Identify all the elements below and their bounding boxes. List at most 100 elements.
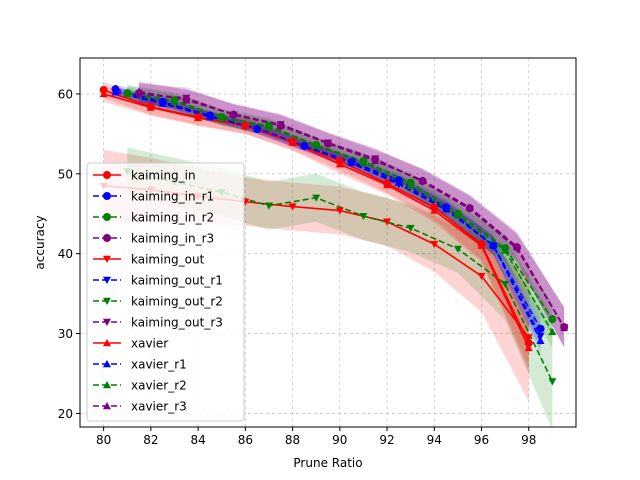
data-point-xavier-r2 [123, 89, 132, 98]
legend-label: kaiming_out_r2 [131, 295, 223, 309]
data-point-kaiming-out-r2 [501, 280, 510, 289]
data-point-xavier-r3 [512, 242, 521, 250]
legend-label: kaiming_in_r1 [131, 190, 214, 204]
x-tick-label: 94 [427, 433, 442, 447]
data-point-xavier-r1 [111, 88, 120, 96]
x-axis-label: Prune Ratio [293, 456, 362, 470]
series-line-xavier-r1 [115, 91, 542, 342]
legend-marker [103, 171, 111, 179]
legend-label: xavier_r3 [131, 400, 187, 414]
data-point-xavier-r2 [406, 181, 415, 189]
series-line-xavier [103, 93, 530, 349]
data-point-xavier [288, 138, 297, 146]
legend-item-xavier-r1: xavier_r1 [93, 358, 187, 372]
data-point-kaiming-out-r2 [548, 378, 557, 386]
data-point-xavier [241, 121, 250, 130]
data-point-xavier [335, 160, 344, 168]
x-tick-label: 96 [474, 433, 489, 447]
data-point-xavier-r1 [536, 336, 545, 344]
legend-marker [103, 297, 111, 305]
band-xavier-r1 [115, 87, 541, 353]
legend-marker [103, 213, 111, 221]
x-tick-label: 88 [285, 433, 300, 447]
legend-marker [103, 276, 111, 284]
legend-label: kaiming_in_r2 [131, 211, 214, 225]
legend-item-xavier: xavier [93, 337, 168, 351]
data-point-xavier-r2 [548, 327, 557, 336]
legend-marker [103, 234, 111, 242]
y-tick-label: 60 [58, 87, 73, 101]
data-point-kaiming-out-r2 [453, 245, 462, 253]
data-point-xavier-r3 [324, 139, 332, 147]
band-kaiming-in [103, 81, 529, 368]
data-point-kaiming-out [477, 272, 486, 281]
data-point-xavier-r2 [453, 211, 462, 219]
series-line-xavier-r2 [127, 93, 554, 333]
data-point-xavier [99, 89, 108, 98]
data-point-kaiming-out-r2 [264, 202, 273, 210]
legend-item-kaiming-in-r1: kaiming_in_r1 [93, 190, 214, 204]
x-tick-label: 90 [332, 433, 347, 447]
legend-label: xavier [131, 337, 168, 351]
y-tick-label: 30 [58, 327, 73, 341]
y-tick-label: 40 [58, 247, 73, 261]
data-point-kaiming-out [430, 240, 439, 249]
legend-item-kaiming-out-r2: kaiming_out_r2 [93, 295, 223, 309]
data-point-xavier [430, 206, 439, 214]
data-point-xavier [383, 180, 392, 189]
data-point-xavier-r2 [501, 246, 510, 254]
data-point-kaiming-in [524, 339, 533, 348]
legend-label: xavier_r1 [131, 358, 187, 372]
data-point-xavier [524, 343, 533, 352]
y-axis-ticks: 20 30 40 50 60 [58, 87, 80, 421]
legend-item-kaiming-out-r1: kaiming_out_r1 [93, 274, 223, 288]
data-point-xavier-r1 [394, 178, 403, 186]
x-tick-label: 92 [379, 433, 394, 447]
x-tick-label: 98 [521, 433, 536, 447]
data-point-xavier-r1 [253, 124, 262, 132]
legend-label: kaiming_in_r3 [131, 232, 214, 246]
series-line-kaiming-in-r2 [127, 92, 554, 320]
data-point-xavier-r3 [560, 323, 569, 332]
data-point-xavier-r3 [371, 157, 380, 165]
data-point-xavier-r3 [182, 96, 191, 104]
data-point-kaiming-out [288, 203, 297, 211]
legend-label: kaiming_out_r3 [131, 316, 223, 330]
axes-frame [79, 57, 577, 428]
data-point-xavier-r1 [158, 99, 167, 107]
data-point-xavier-r3 [276, 121, 285, 129]
data-point-xavier-r3 [465, 203, 474, 211]
legend-item-kaiming-in-r2: kaiming_in_r2 [93, 211, 214, 225]
data-point-kaiming-in-r1 [536, 324, 545, 333]
legend-item-kaiming-out-r3: kaiming_out_r3 [93, 316, 223, 330]
data-point-xavier [477, 241, 486, 249]
band-xavier [103, 85, 529, 372]
data-point-kaiming-out-r2 [406, 224, 415, 233]
x-tick-label: 86 [238, 433, 253, 447]
data-point-kaiming-out [335, 207, 344, 215]
legend-marker [103, 339, 111, 347]
legend-items: kaiming_in kaiming_in_r1 kaiming_in_r2kaim… [93, 169, 223, 414]
legend-label: kaiming_out [131, 253, 205, 267]
legend-marker [103, 360, 111, 368]
x-tick-label: 80 [96, 433, 111, 447]
series-line-xavier-r3 [138, 90, 565, 329]
data-point-kaiming-out [524, 334, 533, 342]
data-point-xavier-r1 [205, 113, 214, 121]
data-point-xavier-r2 [359, 158, 368, 166]
legend-label: kaiming_out_r1 [131, 274, 223, 288]
data-point-xavier-r3 [418, 176, 427, 184]
grid-lines [80, 58, 576, 427]
data-point-xavier-r1 [347, 158, 356, 166]
x-tick-label: 82 [143, 433, 158, 447]
legend-item-kaiming-out: kaiming_out [93, 253, 205, 267]
legend-marker [103, 402, 111, 410]
data-point-xavier-r1 [442, 204, 451, 213]
data-point-kaiming-out-r1 [536, 332, 545, 340]
data-point-kaiming-in-r2 [548, 315, 557, 324]
x-axis-ticks: 80 82 84 86 88 90 92 94 96 98 [96, 427, 536, 447]
data-point-xavier-r2 [170, 97, 179, 106]
legend-marker [103, 255, 111, 263]
data-point-xavier-r1 [300, 141, 309, 150]
